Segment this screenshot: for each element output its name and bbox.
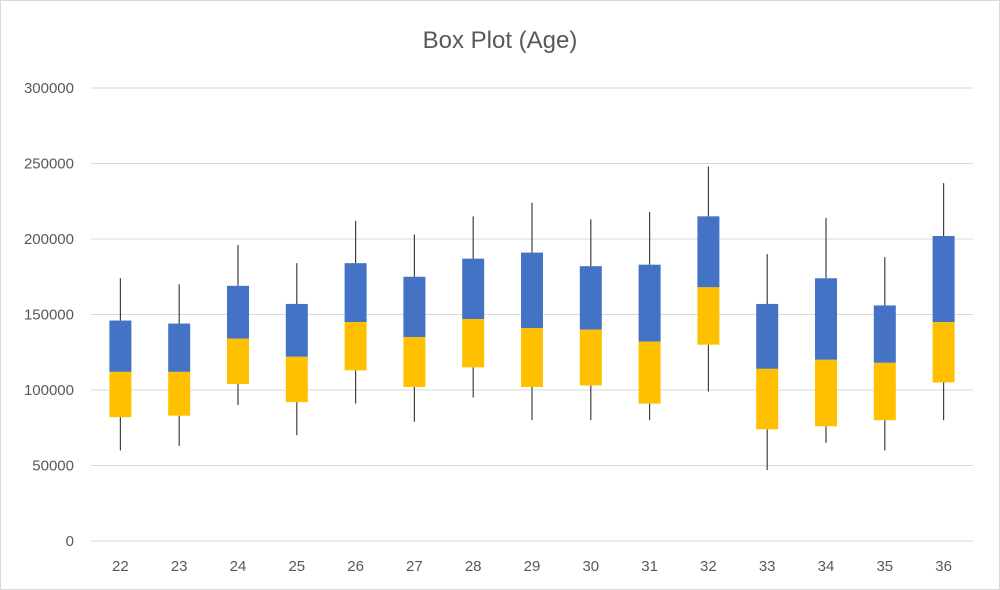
- y-tick-label: 50000: [32, 458, 74, 475]
- lower-box: [932, 322, 955, 383]
- upper-box: [403, 276, 426, 338]
- x-tick-label: 32: [700, 558, 717, 575]
- upper-box: [227, 285, 249, 339]
- upper-box: [815, 278, 837, 360]
- upper-box: [873, 305, 896, 363]
- y-tick-label: 200000: [24, 231, 74, 248]
- lower-box: [403, 337, 426, 387]
- y-tick-label: 0: [66, 533, 74, 550]
- x-tick-label: 25: [288, 558, 305, 575]
- lower-box: [285, 356, 308, 403]
- x-tick-label: 22: [112, 558, 129, 575]
- upper-box: [579, 266, 602, 330]
- lower-box: [344, 322, 367, 371]
- y-tick-label: 100000: [24, 382, 74, 399]
- lower-box: [227, 338, 249, 384]
- x-tick-label: 35: [876, 558, 893, 575]
- upper-box: [932, 235, 955, 323]
- lower-box: [697, 287, 720, 345]
- y-axis-tick-labels: 0 50000 100000 150000 200000 250000 300000: [24, 80, 74, 550]
- x-tick-label: 31: [641, 558, 658, 575]
- x-tick-label: 28: [465, 558, 482, 575]
- lower-box: [638, 341, 661, 404]
- upper-box: [462, 258, 485, 320]
- lower-box: [462, 319, 485, 368]
- upper-box: [344, 263, 367, 323]
- chart-title: Box Plot (Age): [422, 27, 578, 54]
- lower-box: [756, 368, 779, 430]
- lower-box: [109, 371, 132, 418]
- x-tick-label: 26: [347, 558, 364, 575]
- x-tick-label: 36: [935, 558, 952, 575]
- y-tick-label: 300000: [24, 80, 74, 97]
- x-tick-label: 34: [818, 558, 835, 575]
- lower-box: [521, 328, 543, 387]
- upper-box: [109, 320, 132, 372]
- upper-box: [638, 264, 661, 342]
- upper-box: [697, 216, 720, 288]
- x-tick-label: 33: [759, 558, 776, 575]
- x-tick-label: 23: [171, 558, 188, 575]
- x-tick-label: 24: [230, 558, 247, 575]
- lower-box: [873, 362, 896, 421]
- lower-box: [579, 329, 602, 386]
- upper-box: [756, 303, 779, 369]
- boxes: [109, 216, 955, 430]
- lower-box: [815, 359, 837, 427]
- upper-box: [521, 252, 543, 329]
- upper-box: [285, 303, 308, 357]
- x-tick-label: 27: [406, 558, 423, 575]
- x-tick-label: 30: [582, 558, 599, 575]
- upper-box: [168, 323, 191, 372]
- lower-box: [168, 371, 191, 416]
- y-tick-label: 150000: [24, 307, 74, 324]
- y-tick-label: 250000: [24, 156, 74, 173]
- x-axis-tick-labels: 22 23 24 25 26 27 28 29 30 31 32 33 34 35 36: [112, 558, 952, 575]
- whiskers: [119, 166, 945, 471]
- x-tick-label: 29: [524, 558, 541, 575]
